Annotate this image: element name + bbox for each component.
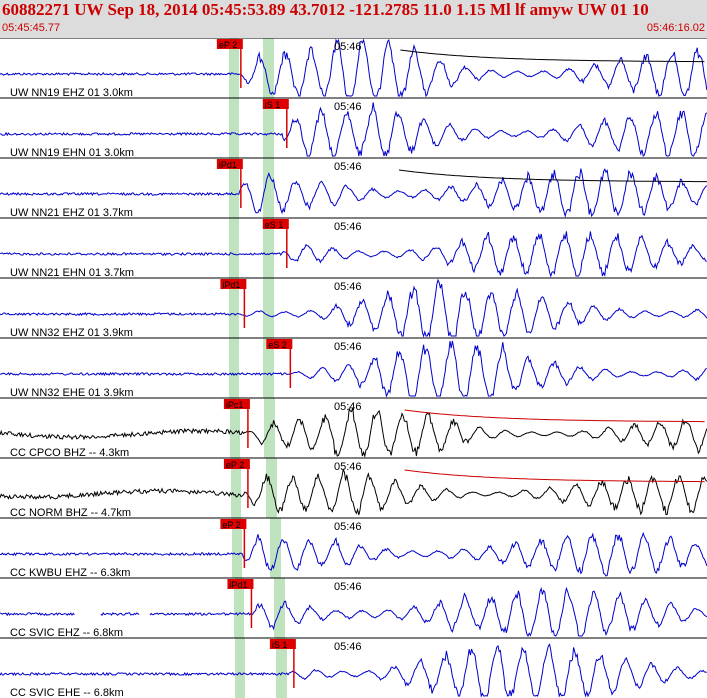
processing-window-band <box>231 458 241 518</box>
processing-window-band <box>235 638 245 698</box>
trace-panel: 05:46 eS 1 UW NN21 EHN 01 3.7km <box>0 217 707 279</box>
minute-marker: 05:46 <box>334 641 362 653</box>
phase-pick-flag <box>223 459 250 469</box>
station-label: UW NN21 EHN 01 3.7km <box>10 267 134 279</box>
trace-panel: 05:46 iS 1 UW NN19 EHN 01 3.0km <box>0 97 707 159</box>
coda-decay-curve <box>398 169 707 183</box>
processing-window-band <box>234 578 244 638</box>
minute-marker: 05:46 <box>334 461 362 473</box>
coda-decay-curve <box>404 409 705 423</box>
waveform-trace <box>0 38 707 98</box>
coda-decay-curve <box>400 49 705 63</box>
phase-pick-flag <box>266 339 293 349</box>
processing-window-band <box>230 398 240 458</box>
phase-pick-flag <box>223 399 250 409</box>
trace-panel: 05:46 eP 2 UW NN19 EHZ 01 3.0km <box>0 38 707 99</box>
phase-pick-label: iPd1 <box>222 280 240 290</box>
processing-window-band <box>229 218 239 278</box>
processing-window-band <box>264 398 275 458</box>
waveform-trace <box>0 102 707 157</box>
waveform-trace <box>0 531 707 577</box>
station-label: UW NN19 EHN 01 3.0km <box>10 147 134 159</box>
phase-pick-label: eP 2 <box>222 520 240 530</box>
processing-window-band <box>263 278 274 338</box>
minute-marker: 05:46 <box>334 521 362 533</box>
minute-marker: 05:46 <box>334 41 362 53</box>
trace-panel: 05:46 eP 2 CC NORM BHZ -- 4.7km <box>0 457 707 519</box>
phase-pick-label: eP 2 <box>226 460 244 470</box>
waveform-trace <box>0 278 707 338</box>
processing-window-band <box>274 578 285 638</box>
waveform-trace <box>0 407 707 458</box>
phase-pick-flag <box>262 219 289 229</box>
window-start-time: 05:45:45.77 <box>2 22 61 34</box>
waveform-trace <box>0 468 707 516</box>
phase-pick-label: eS 1 <box>265 220 284 230</box>
processing-window-band <box>229 278 239 338</box>
window-end-time: 05:46:16.02 <box>646 22 705 34</box>
trace-panel: 05:46 iS 1 CC SVIC EHE -- 6.8km <box>0 637 707 698</box>
station-label: CC NORM BHZ -- 4.7km <box>10 507 131 519</box>
phase-pick-label: iPd1 <box>229 580 247 590</box>
minute-marker: 05:46 <box>334 221 362 233</box>
phase-pick-label: iPc1 <box>226 400 244 410</box>
processing-window-band <box>263 158 274 218</box>
station-label: CC SVIC EHE -- 6.8km <box>10 687 124 698</box>
event-header: 60882271 UW Sep 18, 2014 05:45:53.89 43.… <box>0 0 707 38</box>
station-label: CC SVIC EHZ -- 6.8km <box>10 627 123 639</box>
trace-panel: 05:46 iPd1 CC SVIC EHZ -- 6.8km <box>0 577 707 639</box>
trace-panel: 05:46 iPc1 CC CPCO BHZ -- 4.3km <box>0 397 707 459</box>
station-label: CC KWBU EHZ -- 6.3km <box>10 567 130 579</box>
minute-marker: 05:46 <box>334 341 362 353</box>
station-label: CC CPCO BHZ -- 4.3km <box>10 447 129 459</box>
phase-pick-flag <box>220 519 247 529</box>
minute-marker: 05:46 <box>334 101 362 113</box>
minute-marker: 05:46 <box>334 161 362 173</box>
processing-window-band <box>270 518 281 578</box>
seismogram-panel[interactable]: 05:46 eP 2 UW NN19 EHZ 01 3.0km 05:46 iS 1 UW… <box>0 38 707 698</box>
phase-pick-flag <box>216 159 243 169</box>
waveform-trace <box>0 168 707 218</box>
trace-panel: 05:46 eP 2 CC KWBU EHZ -- 6.3km <box>0 517 707 579</box>
event-title: 60882271 UW Sep 18, 2014 05:45:53.89 43.… <box>2 0 649 19</box>
processing-window-band <box>263 218 274 278</box>
minute-marker: 05:46 <box>334 581 362 593</box>
processing-window-band <box>263 38 274 98</box>
waveform-trace <box>0 231 707 278</box>
phase-pick-flag <box>216 39 243 49</box>
phase-pick-label: iS 1 <box>272 640 288 650</box>
coda-decay-curve <box>404 469 705 483</box>
processing-window-band <box>232 518 242 578</box>
phase-pick-flag <box>262 99 289 109</box>
trace-panel: 05:46 iPd1 UW NN21 EHZ 01 3.7km <box>0 157 707 219</box>
phase-pick-flag <box>269 639 296 649</box>
processing-window-band <box>263 338 274 398</box>
trace-panel: 05:46 eS 2 UW NN32 EHE 01 3.9km <box>0 337 707 399</box>
processing-window-band <box>276 638 287 698</box>
waveform-trace <box>0 643 707 698</box>
minute-marker: 05:46 <box>334 281 362 293</box>
processing-window-band <box>229 98 239 158</box>
phase-pick-flag <box>227 579 254 589</box>
processing-window-band <box>229 38 239 98</box>
station-label: UW NN32 EHE 01 3.9km <box>10 387 133 399</box>
phase-pick-label: eS 2 <box>268 340 287 350</box>
waveform-trace <box>0 586 707 638</box>
minute-marker: 05:46 <box>334 401 362 413</box>
processing-window-band <box>263 98 274 158</box>
processing-window-band <box>229 338 239 398</box>
station-label: UW NN21 EHZ 01 3.7km <box>10 207 133 219</box>
phase-pick-label: iS 1 <box>265 100 281 110</box>
phase-pick-flag <box>220 279 247 289</box>
station-label: UW NN32 EHZ 01 3.9km <box>10 327 133 339</box>
phase-pick-label: eP 2 <box>219 40 237 50</box>
phase-pick-label: iPd1 <box>219 160 237 170</box>
processing-window-band <box>229 158 239 218</box>
station-label: UW NN19 EHZ 01 3.0km <box>10 87 133 99</box>
trace-panel: 05:46 iPd1 UW NN32 EHZ 01 3.9km <box>0 277 707 339</box>
waveform-trace <box>0 340 707 398</box>
